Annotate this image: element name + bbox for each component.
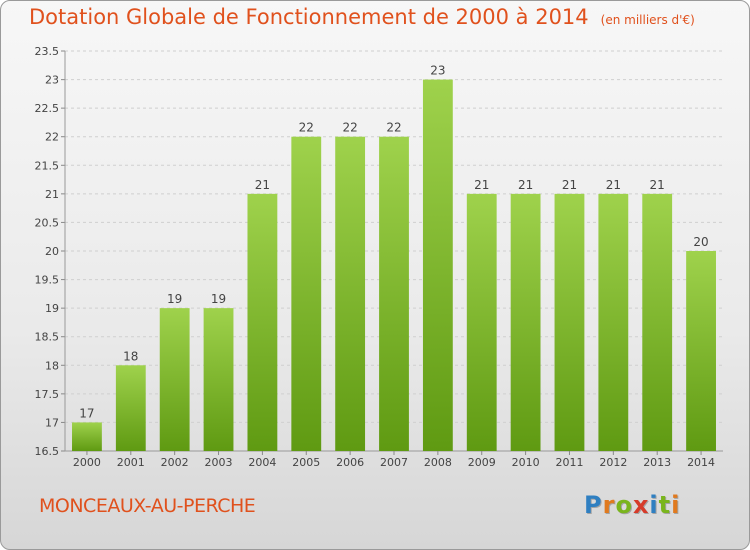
data-label: 19	[167, 292, 182, 306]
data-label: 20	[693, 235, 708, 249]
y-tick-label: 21.5	[35, 159, 60, 172]
data-label: 21	[518, 178, 533, 192]
bar	[686, 251, 716, 451]
bar	[554, 193, 585, 451]
bar	[115, 365, 146, 451]
y-tick-label: 21	[45, 188, 59, 201]
bar	[203, 308, 234, 451]
x-tick-label: 2000	[73, 456, 101, 469]
data-label: 17	[79, 406, 94, 420]
data-label: 21	[474, 178, 489, 192]
x-tick-label: 2003	[205, 456, 233, 469]
y-tick-label: 16.5	[35, 445, 60, 458]
data-labels: 17 18 19 19 21 22 22 22 23 21 21 21 21 21 20	[79, 64, 708, 421]
y-tick-label: 20	[45, 245, 59, 258]
logo-letter: P	[584, 491, 603, 519]
bar	[642, 193, 673, 451]
data-label: 18	[123, 349, 138, 363]
bar	[72, 422, 102, 451]
data-label: 23	[430, 64, 445, 78]
y-tick-label: 18.5	[35, 331, 60, 344]
data-label: 22	[299, 121, 314, 135]
bar	[422, 79, 453, 452]
x-tick-labels: 2000 2001 2002 2003 2004 2005 2006 2007 2008 2009…	[73, 451, 715, 469]
y-tick-label: 23.5	[35, 45, 60, 58]
y-tick-label: 22.5	[35, 102, 60, 115]
x-tick-label: 2001	[117, 456, 145, 469]
y-tick-label: 18	[45, 359, 59, 372]
x-tick-label: 2004	[248, 456, 276, 469]
x-tick-label: 2011	[555, 456, 583, 469]
logo-letter: r	[602, 491, 616, 519]
data-label: 22	[386, 121, 401, 135]
y-tick-labels: 16.5 17 17.5 18 18.5 19 19.5 20 20.5 21 21.5 22 22.5…	[35, 45, 60, 458]
bar	[510, 193, 541, 451]
x-tick-label: 2013	[643, 456, 671, 469]
x-tick-label: 2010	[512, 456, 540, 469]
chart-title-text: Dotation Globale de Fonctionnement de 20…	[29, 5, 589, 29]
commune-name: MONCEAUX-AU-PERCHE	[39, 495, 256, 517]
bar	[159, 308, 190, 451]
data-label: 21	[606, 178, 621, 192]
x-tick-label: 2009	[468, 456, 496, 469]
data-label: 21	[650, 178, 665, 192]
y-tick-label: 19.5	[35, 274, 60, 287]
chart-title: Dotation Globale de Fonctionnement de 20…	[29, 5, 695, 29]
y-tick-label: 19	[45, 302, 59, 315]
logo-letter: i	[649, 491, 659, 519]
y-tick-label: 20.5	[35, 216, 60, 229]
x-tick-label: 2007	[380, 456, 408, 469]
x-tick-label: 2002	[161, 456, 189, 469]
data-label: 22	[342, 121, 357, 135]
logo-letter: t	[658, 491, 672, 519]
bar	[247, 193, 278, 451]
proxiti-logo: Proxiti	[584, 491, 680, 519]
y-tick-label: 23	[45, 74, 59, 87]
logo-letter: x	[632, 491, 650, 519]
logo-letter: o	[615, 491, 633, 519]
x-tick-label: 2012	[599, 456, 627, 469]
bar	[291, 136, 322, 451]
bar	[598, 193, 629, 451]
bar	[466, 193, 497, 451]
bar	[379, 136, 409, 451]
x-tick-label: 2005	[292, 456, 320, 469]
y-tick-label: 17	[45, 416, 59, 429]
x-tick-label: 2008	[424, 456, 452, 469]
data-label: 21	[562, 178, 577, 192]
chart-subtitle: (en milliers d'€)	[600, 13, 695, 27]
bar	[335, 136, 366, 451]
x-tick-label: 2006	[336, 456, 364, 469]
data-label: 19	[211, 292, 226, 306]
x-tick-label: 2014	[687, 456, 715, 469]
y-tick-label: 22	[45, 131, 59, 144]
data-label: 21	[255, 178, 270, 192]
logo-letter: i	[671, 491, 681, 519]
y-tick-label: 17.5	[35, 388, 60, 401]
bars	[72, 79, 716, 452]
